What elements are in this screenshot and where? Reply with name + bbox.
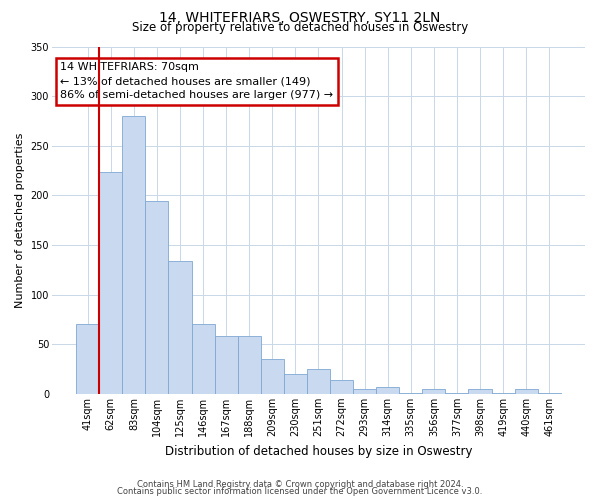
Bar	[191, 324, 215, 394]
Bar	[76, 324, 99, 394]
Text: Contains HM Land Registry data © Crown copyright and database right 2024.: Contains HM Land Registry data © Crown c…	[137, 480, 463, 489]
Bar	[469, 389, 491, 394]
X-axis label: Distribution of detached houses by size in Oswestry: Distribution of detached houses by size …	[165, 444, 472, 458]
Bar	[538, 393, 561, 394]
Text: Contains public sector information licensed under the Open Government Licence v3: Contains public sector information licen…	[118, 488, 482, 496]
Bar	[376, 387, 399, 394]
Bar	[515, 389, 538, 394]
Bar	[422, 389, 445, 394]
Bar	[145, 202, 169, 394]
Bar	[238, 336, 261, 394]
Bar	[99, 172, 122, 394]
Bar	[491, 393, 515, 394]
Text: 14, WHITEFRIARS, OSWESTRY, SY11 2LN: 14, WHITEFRIARS, OSWESTRY, SY11 2LN	[160, 11, 440, 25]
Bar	[353, 389, 376, 394]
Bar	[399, 393, 422, 394]
Text: 14 WHITEFRIARS: 70sqm
← 13% of detached houses are smaller (149)
86% of semi-det: 14 WHITEFRIARS: 70sqm ← 13% of detached …	[60, 62, 333, 100]
Bar	[122, 116, 145, 394]
Bar	[330, 380, 353, 394]
Bar	[445, 393, 469, 394]
Text: Size of property relative to detached houses in Oswestry: Size of property relative to detached ho…	[132, 22, 468, 35]
Bar	[261, 359, 284, 394]
Bar	[169, 261, 191, 394]
Bar	[215, 336, 238, 394]
Y-axis label: Number of detached properties: Number of detached properties	[15, 132, 25, 308]
Bar	[307, 369, 330, 394]
Bar	[284, 374, 307, 394]
